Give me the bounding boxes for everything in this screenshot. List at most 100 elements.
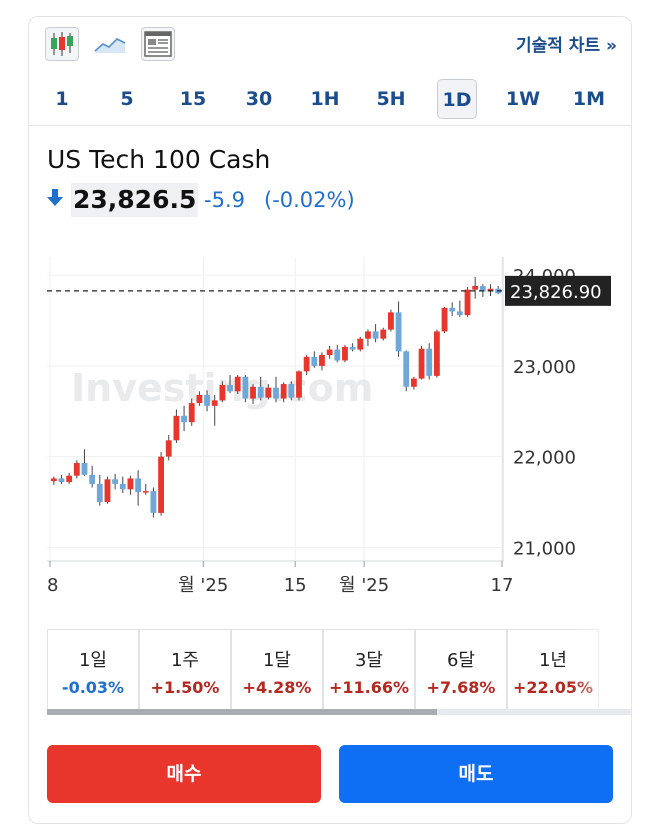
perf-cell-1w[interactable]: 1주 +1.50% (139, 629, 231, 711)
candlestick-chart-icon[interactable] (45, 27, 79, 61)
period-1m[interactable]: 1M (572, 88, 606, 110)
candle-body (372, 331, 379, 339)
candle-body (395, 312, 402, 352)
candle-body (326, 349, 333, 356)
perf-label: 1달 (262, 650, 291, 671)
price-change: -5.9 (204, 188, 245, 212)
candle-body (165, 440, 172, 457)
perf-label: 1주 (170, 650, 199, 671)
candle-body (410, 378, 417, 387)
period-5[interactable]: 5 (120, 88, 134, 110)
chart-toolbar: 기술적 차트 » (29, 17, 631, 69)
candle-body (81, 462, 88, 475)
divider (29, 125, 631, 126)
perf-value: -0.03% (61, 678, 125, 697)
buy-button[interactable]: 매수 (47, 745, 321, 803)
candle-body (288, 384, 295, 398)
candle-body (349, 346, 356, 350)
period-1h[interactable]: 1H (310, 88, 340, 110)
candle-body (342, 346, 348, 361)
perf-label: 1일 (78, 650, 107, 671)
perf-value: +7.68% (426, 678, 496, 697)
perf-cell-1d[interactable]: 1일 -0.03% (47, 629, 139, 711)
candle-body (449, 307, 456, 312)
period-5h[interactable]: 5H (376, 88, 406, 110)
candle-body (181, 415, 187, 423)
candle-body (334, 349, 341, 361)
candle-body (219, 384, 226, 401)
down-arrow-icon (47, 189, 63, 211)
period-1[interactable]: 1 (55, 88, 69, 110)
candle-body (418, 348, 425, 379)
candle-body (433, 331, 440, 376)
candle-body (357, 338, 364, 350)
instrument-name: US Tech 100 Cash (47, 145, 271, 174)
candle-body (303, 356, 310, 372)
candle-body (50, 478, 57, 482)
candle-body (441, 307, 448, 332)
scroll-fade (571, 629, 631, 711)
candle-body (456, 311, 463, 316)
perf-value: +1.50% (150, 678, 220, 697)
candle-body (487, 288, 494, 292)
perf-cell-6m[interactable]: 6달 +7.68% (415, 629, 507, 711)
performance-strip[interactable]: 1일 -0.03% 1주 +1.50% 1달 +4.28% 3달 +11.66%… (47, 629, 631, 715)
candle-body (211, 400, 218, 406)
price-chart[interactable]: 21,00022,00023,00024,000Investing.com23,… (47, 239, 631, 599)
candle-body (426, 348, 433, 376)
sell-button[interactable]: 매도 (339, 745, 613, 803)
candle-body (311, 356, 318, 366)
candle-body (158, 456, 164, 513)
x-tick-label: 15 (284, 575, 307, 596)
current-price-tag (505, 275, 611, 306)
y-tick-label: 23,000 (513, 357, 576, 378)
candle-body (58, 478, 65, 483)
candle-body (142, 491, 149, 493)
perf-cell-1m[interactable]: 1달 +4.28% (231, 629, 323, 711)
period-30[interactable]: 30 (245, 88, 273, 110)
x-tick-label: 월 '25 (178, 575, 228, 596)
perf-value: +11.66% (328, 678, 410, 697)
candle-body (273, 387, 279, 399)
period-1w[interactable]: 1W (505, 88, 541, 110)
technical-chart-link[interactable]: 기술적 차트 » (515, 36, 617, 56)
candle-body (73, 462, 80, 476)
perf-value: +4.28% (242, 678, 312, 697)
table-icon[interactable] (141, 27, 175, 61)
last-price: 23,826.5 (71, 183, 199, 217)
candle-body (173, 415, 180, 441)
scrollbar-thumb[interactable] (47, 709, 437, 715)
candle-body (296, 371, 302, 398)
x-tick-label: 월 '25 (339, 575, 389, 596)
line-chart-icon[interactable] (93, 27, 127, 61)
candle-body (66, 475, 73, 483)
perf-label: 1년 (538, 650, 567, 671)
candle-body (257, 386, 264, 398)
perf-label: 3달 (354, 650, 383, 671)
candle-body (112, 479, 119, 484)
period-15[interactable]: 15 (179, 88, 207, 110)
candle-body (196, 394, 203, 404)
candle-body (104, 479, 111, 503)
chart-svg: 21,00022,00023,00024,000Investing.com23,… (47, 257, 611, 596)
candle-body (388, 312, 394, 330)
candle-body (242, 376, 249, 399)
candle-body (204, 394, 210, 406)
candle-body (380, 329, 387, 339)
perf-label: 6달 (446, 650, 475, 671)
perf-cell-3m[interactable]: 3달 +11.66% (323, 629, 415, 711)
candle-body (280, 384, 287, 399)
period-1d[interactable]: 1D (437, 79, 477, 119)
horizontal-scrollbar[interactable] (47, 709, 631, 715)
candle-body (150, 491, 157, 513)
instrument-card: 기술적 차트 » 1 5 15 30 1H 5H 1D 1W 1M US Tec… (28, 16, 632, 824)
candle-body (127, 478, 134, 490)
candle-body (234, 376, 241, 392)
candle-body (119, 483, 126, 490)
candle-body (89, 474, 96, 484)
candle-body (403, 351, 410, 387)
y-tick-label: 22,000 (513, 448, 576, 469)
candle-body (472, 286, 479, 290)
candle-body (96, 483, 103, 503)
x-tick-label: 17 (491, 575, 514, 596)
